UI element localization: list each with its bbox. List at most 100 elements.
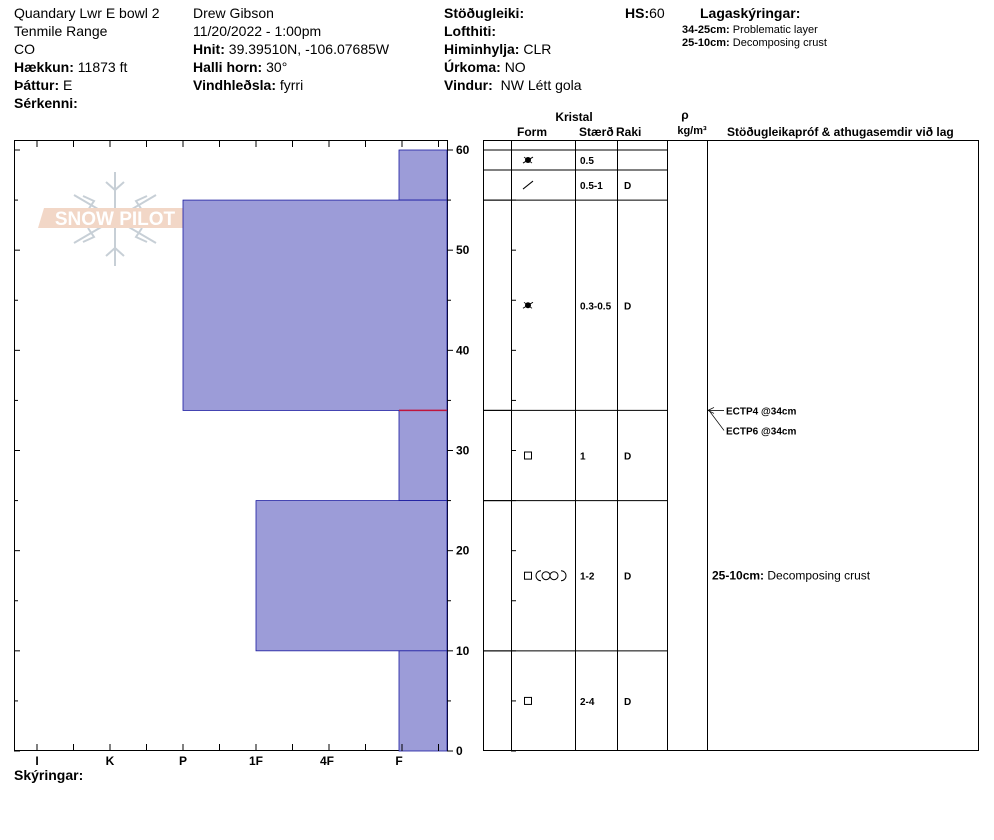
aspect-value: E [63,77,73,93]
x-tick-label: P [179,754,187,768]
layer-table-frame [483,140,979,751]
y-tick-label: 60 [456,143,470,157]
test-results: ECTP4 @34cm ECTP6 @34cm 25-10cm: Decomposi… [707,406,871,583]
features-row: Sérkenni: [14,94,78,112]
layer-comment: 25-10cm: Decomposing crust [712,569,871,583]
precipitation-particle-icon [522,156,534,164]
observer: Drew Gibson [193,5,274,21]
y-tick-label: 50 [456,243,470,257]
hardness-bar [398,650,448,752]
decomposing-fragment-icon [522,180,534,190]
legend-text: Decomposing crust [732,37,827,49]
footer-notes-label: Skýringar: [14,767,84,783]
stability-label: Stöðugleiki: [444,5,525,21]
hardness-bar [398,410,448,501]
grain-size-label: 1 [580,452,586,463]
x-tick-label: F [395,754,402,768]
y-tick-label: 20 [456,544,470,558]
grain-size-label: 0.5-1 [580,181,603,192]
elevation-row: Hækkun: 11873 ft [14,58,127,76]
stability-test-label: ECTP4 @34cm [726,406,796,417]
faceted-crystal-icon [524,571,532,580]
location-name: Quandary Lwr E bowl 2 [14,5,160,21]
moisture-label: D [624,301,631,312]
x-tick-label: I [35,754,38,768]
legend-item: 25-10cm: Decomposing crust [682,37,827,50]
air-temp-row: Lofthiti: [444,22,496,40]
hardness-bar [182,199,448,411]
moisture-label: D [624,181,631,192]
hardness-bar [255,500,448,652]
y-tick-label: 40 [456,343,470,357]
sky-value: CLR [523,41,552,57]
precip-row: Úrkoma: NO [444,58,526,76]
y-tick-label: 0 [456,744,463,758]
slope-value: 30° [266,59,288,75]
wind-label: Vindur: [444,77,493,93]
y-tick-label: 30 [456,444,470,458]
logo-text: SNOW PILOT [55,209,176,230]
stability-test-label: ECTP6 @34cm [726,426,796,437]
hs-row: HS:60 [625,4,665,22]
size-header: Stærð [579,125,614,139]
legend-text: Problematic layer [732,24,818,36]
arrow-icon [707,407,715,414]
depth-y-axis: 0 10 20 30 40 50 60 [14,143,470,758]
slope-label: Halli horn: [193,59,263,75]
precipitation-particle-icon [522,301,534,309]
legend-range: 34-25cm: [682,24,730,36]
grain-size-label: 2-4 [580,697,595,708]
density-unit: kg/m³ [677,125,707,137]
sky-row: Himinhylja: CLR [444,40,551,58]
melt-freeze-crust-icon [535,570,567,582]
test-pointer-line [708,410,725,431]
precip-label: Úrkoma: [444,59,501,75]
hardness-bars [182,149,448,752]
faceted-crystal-icon [524,451,532,460]
coords-value: 39.39510N, -106.07685W [228,41,390,57]
x-tick-label: 1F [249,754,263,768]
elevation-label: Hækkun: [14,59,74,75]
y-tick-label: 10 [456,644,470,658]
form-header: Form [517,125,547,139]
x-tick-label: 4F [320,754,334,768]
moisture-label: D [624,697,631,708]
coords-row: Hnit: 39.39510N, -106.07685W [193,40,389,58]
wind-row: Vindur: NW Létt gola [444,76,582,94]
x-tick-label: K [106,754,115,768]
legend-item: 34-25cm: Problematic layer [682,24,818,37]
legend-range: 25-10cm: [682,37,730,49]
hs-label: HS: [625,5,650,21]
wind-loading-row: Vindhleðsla: fyrri [193,76,303,94]
hs-value: 60 [649,5,665,21]
layer-rows: 0.5 0.5-1 D 0.3-0.5 D 1 D 1-2 D 2-4 D [483,149,667,708]
wind-loading-value: fyrri [279,77,304,93]
aspect-row: Þáttur: E [14,76,72,94]
features-label: Sérkenni: [14,95,78,111]
stability-row: Stöðugleiki: [444,4,524,22]
precip-value: NO [504,59,526,75]
slope-row: Halli horn: 30° [193,58,287,76]
hardness-plot-frame [14,140,448,751]
datetime: 11/20/2022 - 1:00pm [193,23,322,39]
moisture-label: D [624,452,631,463]
grain-size-label: 1-2 [580,572,595,583]
grain-size-label: 0.3-0.5 [580,301,612,312]
wind-loading-label: Vindhleðsla: [193,77,276,93]
comments-header: Stöðugleikapróf & athugasemdir við lag [727,125,954,139]
moisture-label: D [624,572,631,583]
wind-value: NW Létt gola [500,77,582,93]
density-symbol: ρ [681,108,688,122]
elevation-value: 11873 ft [77,59,128,75]
sky-label: Himinhylja: [444,41,520,57]
grain-size-label: 0.5 [580,156,594,167]
moisture-header: Raki [616,125,641,139]
faceted-crystal-icon [524,696,532,705]
table-column-lines [511,140,708,751]
state: CO [14,41,35,57]
legend-title: Lagaskýringar: [700,5,801,21]
aspect-label: Þáttur: [14,77,60,93]
hardness-x-axis: I K P 1F 4F F [35,140,439,768]
mountain-range: Tenmile Range [14,23,108,39]
